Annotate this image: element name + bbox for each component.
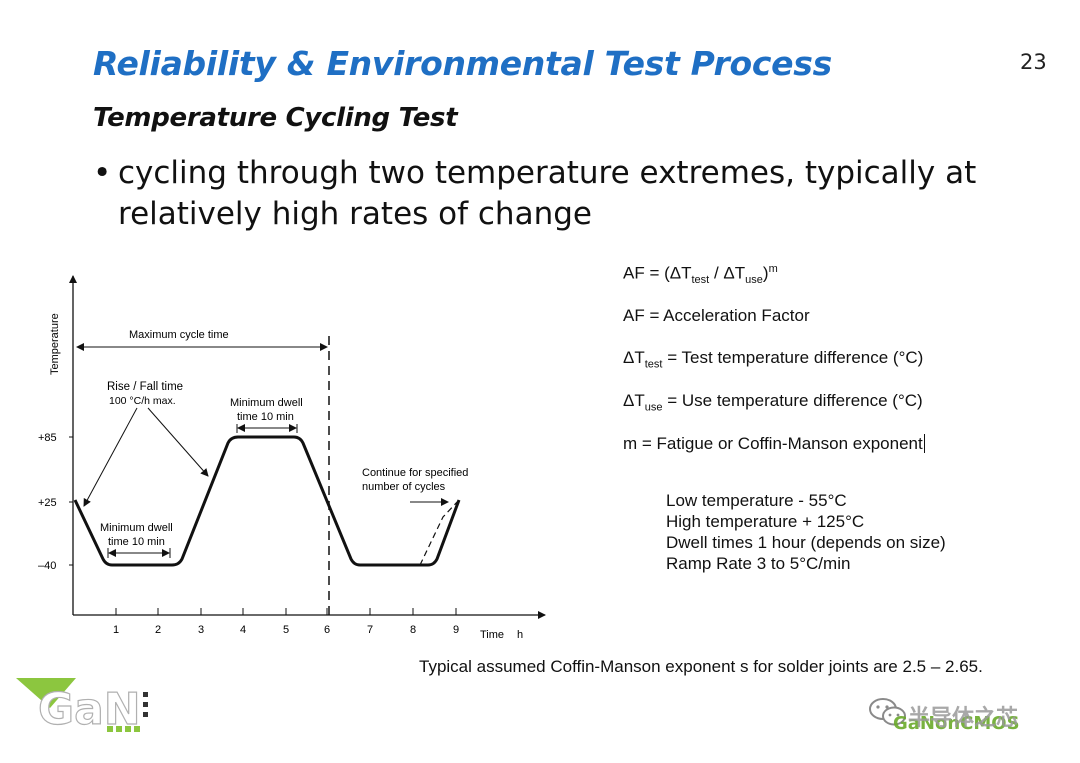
rise-fall-value: 100 °C/h max. <box>109 395 176 407</box>
gan-logo: GaN <box>16 678 148 736</box>
condition-ramp-rate: Ramp Rate 3 to 5°C/min <box>666 554 851 573</box>
x-tick-label: 9 <box>453 624 459 636</box>
max-cycle-time-label: Maximum cycle time <box>129 329 229 341</box>
x-axis-label: Time <box>480 629 504 641</box>
coffin-manson-note: Typical assumed Coffin-Manson exponent s… <box>419 657 983 676</box>
dt-use-definition: ΔTuse = Use temperature difference (°C) <box>623 391 923 414</box>
page-number: 23 <box>1020 50 1047 74</box>
m-definition: m = Fatigue or Coffin-Manson exponent​ <box>623 434 925 453</box>
min-dwell-high-value: time 10 min <box>237 411 294 423</box>
y-tick-minus40: –40 <box>38 560 73 572</box>
condition-low-temp: Low temperature - 55°C <box>666 491 847 510</box>
x-tick-label: 5 <box>283 624 289 636</box>
rise-fall-pointer <box>147 407 209 477</box>
wechat-icon <box>869 698 906 726</box>
temperature-cycle-diagram: Temperature Time h +85 +25 –40 1 2 3 4 5… <box>38 275 546 641</box>
watermark-en: GaNonCMOS <box>893 713 1020 734</box>
x-tick-label: 7 <box>367 624 373 636</box>
x-axis-unit: h <box>517 629 523 641</box>
y-tick-25: +25 <box>38 497 73 509</box>
x-tick-label: 2 <box>155 624 161 636</box>
y-tick-label: +25 <box>38 497 57 509</box>
condition-dwell-time: Dwell times 1 hour (depends on size) <box>666 533 946 552</box>
min-dwell-high-label: Minimum dwell <box>230 397 303 409</box>
x-tick-label: 4 <box>240 624 246 636</box>
min-dwell-low-value: time 10 min <box>108 536 165 548</box>
y-tick-label: –40 <box>38 560 56 572</box>
watermark-cn: 半导体之芯 <box>908 706 1019 731</box>
x-tick-label: 8 <box>410 624 416 636</box>
x-tick-label: 3 <box>198 624 204 636</box>
y-axis-label: Temperature <box>49 313 61 375</box>
bullet-point: • cycling through two temperature extrem… <box>93 153 1013 235</box>
temperature-profile-curve <box>73 435 461 567</box>
test-conditions: Low temperature - 55°C High temperature … <box>666 490 946 574</box>
slide-subtitle: Temperature Cycling Test <box>93 103 458 133</box>
x-tick-label: 6 <box>324 624 330 636</box>
text-cursor: ​ <box>923 434 925 453</box>
x-tick-label: 1 <box>113 624 119 636</box>
x-ticks <box>115 608 457 615</box>
gan-logo-text: GaN <box>38 684 141 735</box>
rise-fall-pointer <box>83 407 138 507</box>
continue-label-2: number of cycles <box>362 481 446 493</box>
af-definition: AF = Acceleration Factor <box>623 306 810 325</box>
y-tick-85: +85 <box>38 432 73 444</box>
bullet-icon: • <box>93 155 112 191</box>
y-tick-label: +85 <box>38 432 57 444</box>
slide-title: Reliability & Environmental Test Process <box>93 44 832 83</box>
condition-high-temp: High temperature + 125°C <box>666 512 865 531</box>
continue-label: Continue for specified <box>362 467 468 479</box>
rise-fall-label: Rise / Fall time <box>107 381 183 393</box>
min-dwell-low-label: Minimum dwell <box>100 522 173 534</box>
continue-dashed-curve <box>419 499 460 566</box>
bullet-text: cycling through two temperature extremes… <box>118 155 977 232</box>
af-formula: AF = (ΔTtest / ΔTuse)m <box>623 263 778 287</box>
dt-test-definition: ΔTtest = Test temperature difference (°C… <box>623 348 924 371</box>
